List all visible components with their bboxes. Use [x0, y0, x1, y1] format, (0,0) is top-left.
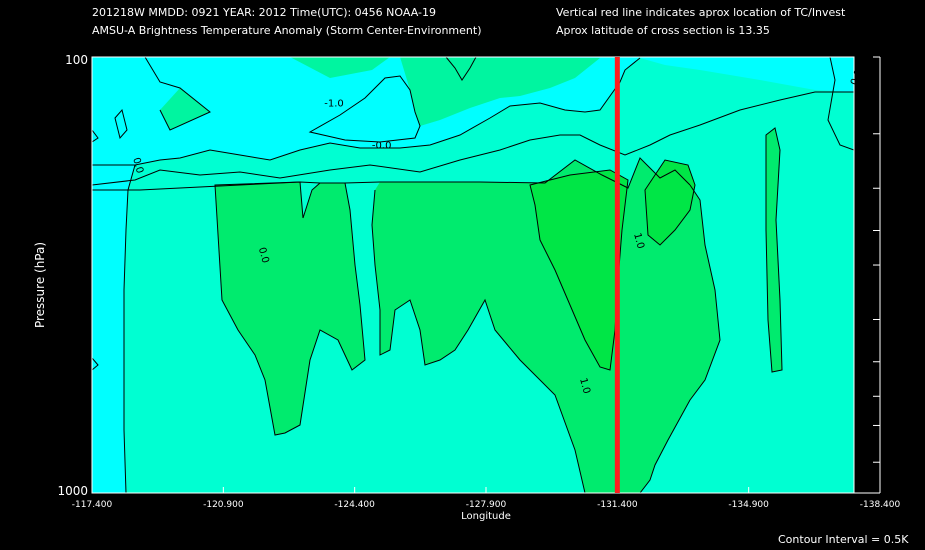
x-tick-label: -117.400 [72, 500, 113, 510]
header-line1-right: Vertical red line indicates aprox locati… [556, 6, 846, 19]
plot-frame [91, 56, 855, 494]
bright-green-core [530, 170, 628, 370]
header-line1-left: 201218W MMDD: 0921 YEAR: 2012 Time(UTC):… [92, 6, 436, 19]
x-tick-label: -138.400 [860, 500, 901, 510]
contour-label: 1.0 [577, 377, 592, 395]
x-tick-label: -134.900 [728, 500, 769, 510]
x-tick-label: -120.900 [203, 500, 244, 510]
contour-fill-layer [92, 57, 854, 493]
contour-label: 0.0 [849, 68, 865, 87]
contour-label: 0.0 [862, 104, 878, 123]
contour-label: -1.0 [324, 99, 344, 110]
right-axis-ticks [873, 56, 880, 494]
green-right-strip [766, 128, 782, 372]
x-axis-label: Longitude [461, 511, 511, 522]
x-tick-label: -131.400 [597, 500, 638, 510]
y-tick-label: 100 [65, 53, 88, 67]
y-tick-label: 1000 [57, 484, 88, 498]
header-line2-right: Aprox latitude of cross section is 13.35 [556, 24, 770, 37]
contour-lines [92, 57, 854, 493]
contour-label: 1.0 [631, 232, 646, 250]
x-tick-label: -124.400 [334, 500, 375, 510]
contour-label: 0.0 [256, 246, 271, 264]
green-center-lobe [372, 158, 720, 493]
contour-labels: -1.0 -0.0 0.0 1.0 1.0 0.0 0.0 0.0 [130, 68, 877, 395]
green-left-lobe [215, 182, 365, 435]
y-axis-label: Pressure (hPa) [33, 242, 47, 328]
contour-interval-note: Contour Interval = 0.5K [778, 533, 909, 546]
mint-upper-region [145, 57, 600, 130]
contour-label: 0.0 [130, 156, 145, 174]
x-tick-label: -127.900 [466, 500, 507, 510]
header-line2-left: AMSU-A Brightness Temperature Anomaly (S… [92, 24, 482, 37]
cyan-negative-region [92, 57, 854, 493]
cyan-tongue-region [310, 76, 420, 142]
contour-label: -0.0 [372, 140, 392, 151]
bright-green-right-core [645, 160, 695, 245]
y-axis-ticks: 100 1000 [57, 53, 88, 498]
